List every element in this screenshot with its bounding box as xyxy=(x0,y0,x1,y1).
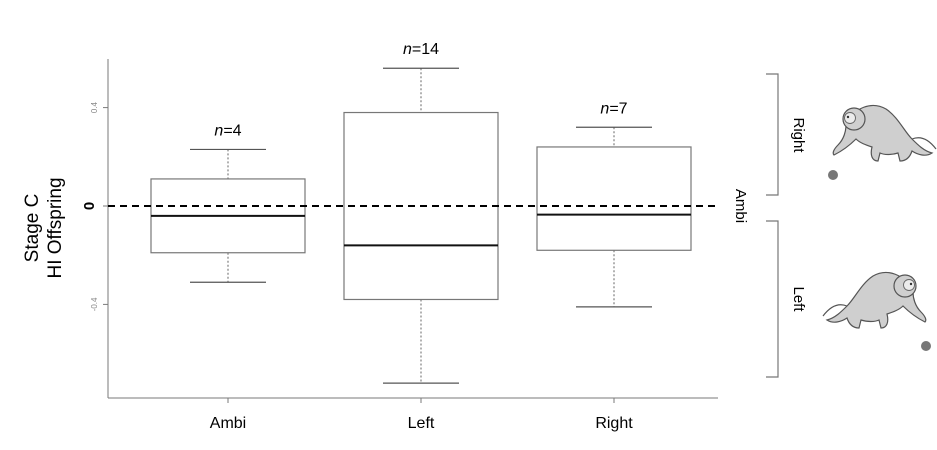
sample-size-label: n=4 xyxy=(214,122,241,139)
x-tick-labels: Ambi Left Right xyxy=(210,398,633,432)
x-tick-label: Right xyxy=(595,415,633,432)
sample-size-label: n=7 xyxy=(600,100,627,117)
y-axis-label-line-1: Stage C xyxy=(22,194,43,263)
y-tick-label: 0.4 xyxy=(90,101,99,113)
bracket-right-hand xyxy=(766,73,779,196)
y-axis-label-line-2: HI Offspring xyxy=(45,177,66,278)
bracket-left-hand xyxy=(766,220,779,378)
x-tick-label: Left xyxy=(408,415,435,432)
bracket-label-left: Left xyxy=(790,286,807,312)
box-right: n=7 xyxy=(536,100,692,308)
y-tick-label: -0.4 xyxy=(90,297,99,311)
box-left: n=14 xyxy=(343,41,499,384)
box-series: n=4 n=14 n=7 xyxy=(150,41,692,384)
box-ambi: n=4 xyxy=(150,122,306,283)
y-ticks: 0.4 0 -0.4 xyxy=(81,101,108,311)
sample-size-label: n=14 xyxy=(403,41,439,58)
box-iqr xyxy=(536,146,692,251)
x-tick-label: Ambi xyxy=(210,415,246,432)
bracket-label-right: Right xyxy=(790,117,807,153)
reference-line-label: Ambi xyxy=(732,189,749,223)
monkey-reaching-left-icon xyxy=(822,271,931,351)
y-tick-label: 0 xyxy=(81,202,98,210)
monkey-reaching-right-icon xyxy=(828,104,937,180)
